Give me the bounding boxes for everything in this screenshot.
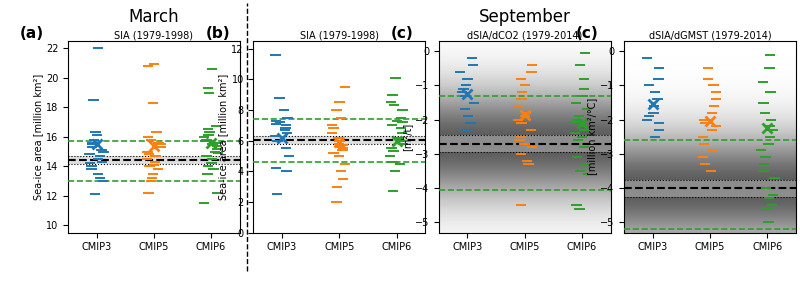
Title: SIA (1979-1998): SIA (1979-1998) — [300, 30, 378, 40]
Bar — [68, 155, 240, 164]
Text: (a): (a) — [20, 26, 44, 41]
Text: (c): (c) — [576, 26, 599, 41]
Title: dSIA/dCO2 (1979-2014): dSIA/dCO2 (1979-2014) — [467, 30, 582, 40]
Title: dSIA/dGMST (1979-2014): dSIA/dGMST (1979-2014) — [649, 30, 771, 40]
Text: (c): (c) — [390, 26, 414, 41]
Y-axis label: Sea-ice area [million km²]: Sea-ice area [million km²] — [218, 74, 229, 200]
Text: (b): (b) — [206, 26, 230, 41]
Text: September: September — [478, 8, 570, 27]
Title: SIA (1979-1998): SIA (1979-1998) — [114, 30, 194, 40]
Text: March: March — [129, 8, 179, 27]
Bar — [254, 136, 425, 144]
Bar — [624, 180, 796, 197]
Y-axis label: Sea-ice area [million km²]: Sea-ice area [million km²] — [33, 74, 43, 200]
Y-axis label: [m²/t]: [m²/t] — [402, 123, 412, 151]
Y-axis label: [million km²/°C]: [million km²/°C] — [587, 98, 598, 175]
Bar — [439, 135, 610, 152]
